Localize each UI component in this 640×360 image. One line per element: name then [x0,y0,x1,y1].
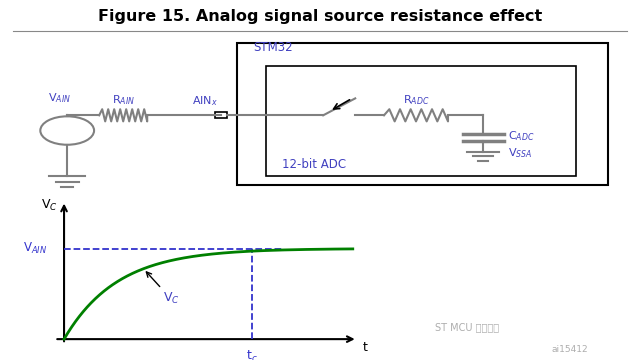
Text: C$_{ADC}$: C$_{ADC}$ [508,129,534,143]
Bar [215,112,227,118]
Text: R$_{AIN}$: R$_{AIN}$ [112,93,135,107]
Text: V$_{AIN}$: V$_{AIN}$ [23,241,47,256]
Bar [237,42,608,185]
Text: STM32: STM32 [253,41,292,54]
Text: V$_{SSA}$: V$_{SSA}$ [508,146,532,160]
Text: AIN$_x$: AIN$_x$ [192,94,218,108]
Text: ai15412: ai15412 [551,345,588,354]
Text: R$_{ADC}$: R$_{ADC}$ [403,93,429,107]
Text: t$_c$: t$_c$ [246,348,257,360]
Bar [266,66,576,176]
Text: V$_C$: V$_C$ [41,198,58,213]
Text: 12-bit ADC: 12-bit ADC [282,158,346,171]
Text: V$_{AIN}$: V$_{AIN}$ [48,91,71,105]
Text: t: t [362,341,367,354]
Text: ST MCU 信息交流: ST MCU 信息交流 [435,323,499,333]
Text: Figure 15. Analog signal source resistance effect: Figure 15. Analog signal source resistan… [98,9,542,24]
Text: V$_C$: V$_C$ [147,272,179,306]
